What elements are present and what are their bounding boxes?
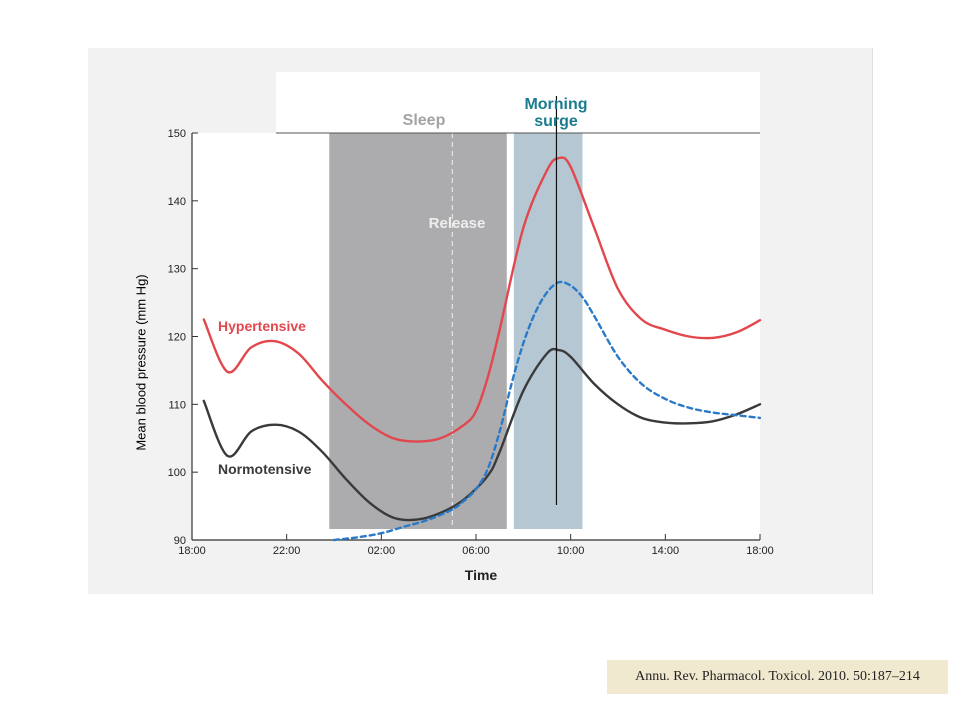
x-tick-label: 06:00 (462, 545, 490, 557)
release-label: Release (429, 215, 486, 232)
y-axis-label: Mean blood pressure (mm Hg) (133, 274, 149, 451)
x-tick-label: 10:00 (557, 545, 585, 557)
x-tick-label: 22:00 (273, 545, 301, 557)
y-tick-label: 110 (168, 399, 186, 411)
normotensive-label: Normotensive (218, 461, 312, 477)
label-layer: Hypertensive Normotensive Sleep Release Morn… (218, 96, 588, 477)
release-profile-dashed-line (332, 280, 762, 542)
morning-surge-label-line2: surge (534, 113, 578, 130)
y-tick-label: 120 (168, 332, 186, 344)
hypertensive-line (202, 156, 762, 443)
citation-text: Annu. Rev. Pharmacol. Toxicol. 2010. 50:… (635, 669, 920, 684)
y-tick-label: 140 (168, 196, 186, 208)
y-tick-label: 100 (168, 467, 186, 479)
x-tick-label: 18:00 (178, 545, 206, 557)
hypertensive-label: Hypertensive (218, 318, 306, 334)
region-layer (192, 72, 760, 540)
x-tick-label: 14:00 (652, 545, 680, 557)
sleep-region (329, 133, 507, 529)
axes-layer: 90 100 110 120 130 140 150 18:00 22:00 02:00 06:00… (168, 128, 774, 583)
x-tick-label: 18:00 (746, 545, 774, 557)
y-tick-label: 90 (174, 535, 186, 547)
panel-divider (872, 48, 873, 594)
y-tick-label: 130 (168, 264, 186, 276)
series-layer (202, 96, 762, 542)
sleep-label: Sleep (403, 112, 446, 129)
morning-surge-label-line1: Morning (524, 96, 587, 113)
header-background (276, 72, 760, 133)
x-tick-label: 02:00 (368, 545, 396, 557)
citation-box: Annu. Rev. Pharmacol. Toxicol. 2010. 50:… (607, 660, 948, 694)
morning-surge-region (513, 133, 583, 529)
x-axis-label: Time (465, 567, 498, 583)
y-tick-label: 150 (168, 128, 186, 140)
normotensive-line (202, 347, 762, 522)
